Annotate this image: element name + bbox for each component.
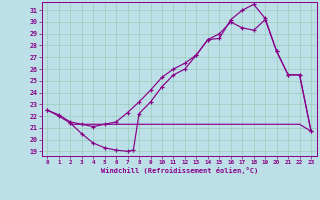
- X-axis label: Windchill (Refroidissement éolien,°C): Windchill (Refroidissement éolien,°C): [100, 167, 258, 174]
